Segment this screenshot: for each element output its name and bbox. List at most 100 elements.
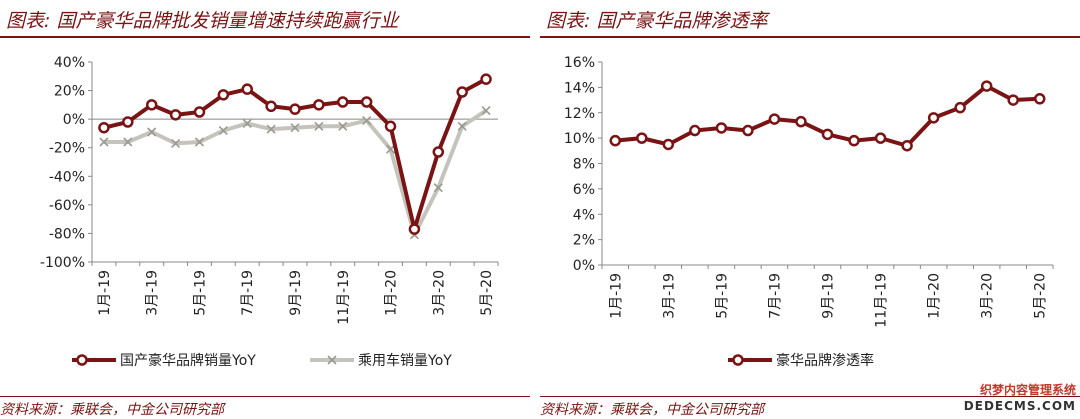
- left-point-1: [217, 89, 230, 101]
- left-y-tick-label: 20%: [54, 84, 85, 100]
- left-point-2: [123, 137, 133, 147]
- right-y-tick-label: 16%: [564, 55, 595, 71]
- right-x-tick-label: 7月-19: [767, 273, 783, 319]
- right-x-tick-label: 1月-19: [608, 273, 624, 319]
- right-source-note: 资料来源：乘联会，中金公司研究部: [540, 402, 764, 418]
- left-point-1: [265, 100, 277, 113]
- left-x-tick-label: 7月-19: [240, 270, 256, 316]
- right-source-rule: [540, 396, 1080, 397]
- right-x-tick-label: 1月-20: [927, 273, 943, 319]
- left-chart-title: 图表: 国产豪华品牌批发销量增速持续跑赢行业: [6, 10, 399, 32]
- left-point-1: [480, 73, 492, 85]
- right-point-1: [768, 113, 781, 125]
- right-x-tick-label: 3月-20: [980, 273, 996, 319]
- right-line-chart: 16% 14% 12% 10% 8% 6% 4% 2% 0% 1月-19 3月-19 5月-19 7月-…: [564, 55, 1054, 369]
- right-y-tick-label: 4%: [573, 207, 595, 223]
- left-point-1: [122, 116, 134, 128]
- left-point-2: [242, 118, 252, 128]
- left-point-2: [99, 137, 109, 147]
- right-point-1: [689, 124, 701, 137]
- right-chart-panel: 图表: 国产豪华品牌渗透率 16% 14% 12% 10% 8% 6% 4% 2% 0% 1月-1…: [540, 0, 1080, 419]
- left-point-2: [194, 137, 205, 147]
- watermark-line-1: 织梦内容管理系统: [979, 383, 1076, 397]
- left-point-1: [384, 120, 397, 133]
- left-y-tick-label: -60%: [49, 198, 85, 214]
- left-point-1: [360, 96, 373, 108]
- right-title-rule: [540, 36, 1080, 38]
- left-point-2: [290, 123, 300, 133]
- left-legend-label-2: 乘用车销量YoY: [358, 352, 452, 369]
- left-point-2: [481, 106, 491, 116]
- right-x-tick-label: 5月-20: [1033, 273, 1049, 319]
- left-point-2: [218, 126, 228, 136]
- right-point-1: [636, 132, 648, 144]
- right-point-1: [848, 134, 860, 147]
- left-point-2: [338, 121, 348, 131]
- right-point-1: [821, 128, 834, 141]
- right-point-1: [742, 124, 754, 137]
- left-point-1: [313, 99, 325, 111]
- right-y-tick-label: 14%: [564, 80, 595, 96]
- left-point-1: [169, 109, 182, 121]
- right-point-1: [1007, 94, 1019, 106]
- left-y-tick-label: -20%: [49, 141, 85, 157]
- left-legend-label-1: 国产豪华品牌销量YoY: [120, 352, 256, 369]
- left-x-tick-label: 5月-19: [192, 270, 208, 316]
- left-point-1: [193, 106, 206, 118]
- left-point-1: [456, 86, 468, 98]
- right-x-tick-label: 3月-19: [661, 273, 677, 319]
- site-watermark: 织梦内容管理系统 DEDECMS.COM: [964, 382, 1076, 414]
- right-chart-title: 图表: 国产豪华品牌渗透率: [546, 10, 768, 32]
- right-legend-marker-1: [732, 354, 744, 366]
- right-point-1: [715, 122, 728, 134]
- left-legend-marker-2: [327, 355, 337, 365]
- right-y-tick-label: 6%: [573, 182, 595, 198]
- left-source-note: 资料来源：乘联会，中金公司研究部: [0, 402, 224, 418]
- left-x-tick-label: 1月-20: [384, 270, 400, 316]
- left-line-chart: 40% 20% 0% -20% -40% -60% -80% -100% 1月-19 3月-19 5…: [40, 55, 499, 369]
- left-y-tick-label: -80%: [49, 226, 85, 242]
- left-point-2: [433, 183, 443, 193]
- right-point-1: [927, 112, 940, 124]
- right-y-tick-label: 2%: [573, 233, 595, 249]
- right-point-1: [954, 101, 966, 114]
- right-y-tick-label: 12%: [564, 106, 595, 122]
- left-point-2: [457, 121, 467, 131]
- left-x-tick-label: 9月-19: [288, 270, 304, 316]
- left-y-tick-label: 0%: [63, 112, 85, 128]
- right-point-1: [874, 132, 887, 144]
- right-legend-label-1: 豪华品牌渗透率: [776, 352, 874, 369]
- left-chart-panel: 图表: 国产豪华品牌批发销量增速持续跑赢行业 40% 20% 0% -20% -40% -…: [0, 0, 530, 419]
- left-point-1: [289, 103, 301, 115]
- left-legend-marker-1: [76, 354, 88, 366]
- right-point-1: [980, 80, 993, 92]
- left-point-2: [171, 138, 181, 148]
- left-point-1: [241, 83, 253, 95]
- left-x-tick-label: 1月-19: [97, 270, 113, 316]
- left-source-rule: [0, 396, 530, 397]
- left-x-tick-label: 3月-20: [431, 270, 447, 316]
- right-point-1: [662, 138, 675, 151]
- left-title-rule: [0, 36, 530, 38]
- left-point-2: [314, 121, 324, 131]
- right-x-tick-label: 9月-19: [821, 273, 837, 319]
- watermark-line-2: DEDECMS.COM: [963, 399, 1076, 413]
- right-point-1: [1033, 93, 1046, 105]
- left-point-1: [432, 146, 445, 158]
- right-x-tick-label: 11月-19: [874, 273, 890, 328]
- left-x-tick-label: 3月-19: [145, 270, 161, 316]
- left-point-2: [266, 124, 276, 134]
- left-x-tick-label: 11月-19: [336, 270, 352, 325]
- right-y-tick-label: 8%: [573, 157, 595, 173]
- right-point-1: [901, 139, 913, 152]
- left-point-1: [145, 99, 158, 111]
- left-y-tick-label: 40%: [54, 55, 85, 71]
- left-point-2: [147, 127, 157, 137]
- left-point-2: [362, 116, 372, 126]
- right-y-tick-label: 10%: [564, 131, 595, 147]
- left-x-tick-label: 5月-20: [479, 270, 495, 316]
- left-point-1: [337, 96, 349, 108]
- right-y-tick-label: 0%: [573, 258, 595, 274]
- right-point-1: [609, 134, 622, 147]
- right-x-tick-label: 5月-19: [714, 273, 730, 319]
